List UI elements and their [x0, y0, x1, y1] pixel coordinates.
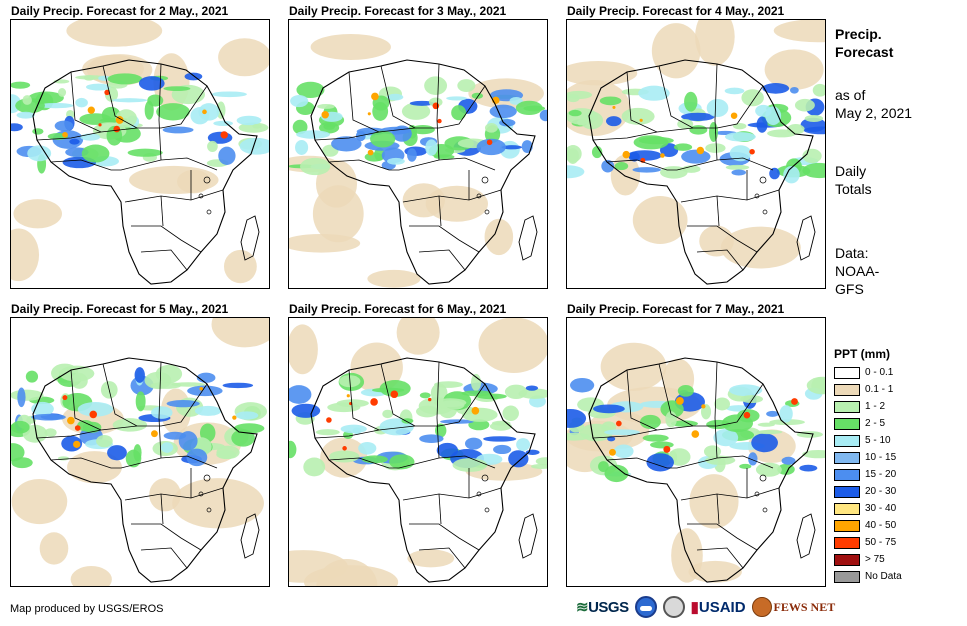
- legend-swatch: [834, 553, 860, 566]
- as-of-value: May 2, 2021: [835, 105, 913, 121]
- legend-swatch: [834, 383, 860, 396]
- legend-item: 10 - 15: [834, 450, 954, 465]
- daily-totals-label: Daily Totals: [835, 162, 872, 198]
- credit-text: Map produced by USGS/EROS: [10, 603, 164, 615]
- legend-label: 2 - 5: [865, 417, 886, 429]
- legend-swatch: [834, 536, 860, 549]
- data-source: Data: NOAA- GFS: [835, 244, 879, 298]
- agency-seal-icon: [662, 596, 685, 618]
- side-title-line2: Forecast: [835, 44, 894, 60]
- globe-icon: [751, 597, 772, 617]
- data-line3: GFS: [835, 281, 864, 297]
- legend-swatch: [834, 502, 860, 515]
- legend-label: No Data: [865, 570, 902, 582]
- precip-map: [288, 19, 548, 289]
- side-title-line1: Precip.: [835, 26, 882, 42]
- legend-swatch: [834, 570, 860, 583]
- africa-map-svg: [11, 20, 269, 285]
- legend-item: 30 - 40: [834, 501, 954, 516]
- legend-item: > 75: [834, 552, 954, 567]
- legend-item: 50 - 75: [834, 535, 954, 550]
- legend-swatch: [834, 451, 860, 464]
- panel-title: Daily Precip. Forecast for 7 May., 2021: [567, 302, 785, 316]
- precip-map: [288, 317, 548, 587]
- usaid-logo: ▮USAID: [690, 599, 746, 616]
- legend-label: 40 - 50: [865, 519, 897, 531]
- africa-map-svg: [11, 318, 269, 586]
- legend-label: 5 - 10: [865, 434, 891, 446]
- side-title: Precip. Forecast: [835, 25, 893, 61]
- legend-item: 0 - 0.1: [834, 365, 954, 380]
- legend-item: 5 - 10: [834, 433, 954, 448]
- forecast-panel-day1: Daily Precip. Forecast for 2 May., 2021: [10, 4, 272, 289]
- legend-item: No Data: [834, 569, 954, 584]
- forecast-panel-day5: Daily Precip. Forecast for 6 May., 2021: [288, 302, 550, 587]
- legend-swatch: [834, 417, 860, 430]
- panel-title: Daily Precip. Forecast for 3 May., 2021: [289, 4, 507, 18]
- legend-item: 1 - 2: [834, 399, 954, 414]
- forecast-panel-day3: Daily Precip. Forecast for 4 May., 2021: [566, 4, 828, 289]
- legend-item: 20 - 30: [834, 484, 954, 499]
- usgs-logo: ≋USGS: [576, 599, 629, 616]
- africa-map-svg: [289, 318, 547, 586]
- legend-item: 40 - 50: [834, 518, 954, 533]
- ppt-legend: PPT (mm) 0 - 0.1 0.1 - 1 1 - 2 2 - 5 5 - 10 1…: [834, 347, 954, 586]
- legend-swatch: [834, 400, 860, 413]
- forecast-panel-day2: Daily Precip. Forecast for 3 May., 2021: [288, 4, 550, 289]
- legend-label: 50 - 75: [865, 536, 897, 548]
- legend-item: 2 - 5: [834, 416, 954, 431]
- precip-map: [566, 19, 826, 289]
- forecast-panel-day6: Daily Precip. Forecast for 7 May., 2021: [566, 302, 828, 587]
- legend-label: 1 - 2: [865, 400, 886, 412]
- fews-net-logo: FEWS NET: [751, 597, 835, 617]
- precip-map: [10, 19, 270, 289]
- africa-map-svg: [289, 33, 547, 288]
- legend-swatch: [834, 366, 860, 379]
- panel-title: Daily Precip. Forecast for 5 May., 2021: [11, 302, 229, 316]
- legend-swatch: [834, 468, 860, 481]
- precip-map: [10, 317, 270, 587]
- africa-map-svg: [567, 342, 825, 583]
- legend-label: 0.1 - 1: [865, 383, 894, 395]
- data-line1: Data:: [835, 245, 869, 261]
- daily-line2: Totals: [835, 181, 872, 197]
- forecast-panel-day4: Daily Precip. Forecast for 5 May., 2021: [10, 302, 272, 587]
- data-line2: NOAA-: [835, 263, 880, 279]
- legend-label: 20 - 30: [865, 485, 897, 497]
- legend-swatch: [834, 434, 860, 447]
- panel-title: Daily Precip. Forecast for 6 May., 2021: [289, 302, 507, 316]
- africa-map-svg: [567, 20, 825, 285]
- legend-swatch: [834, 485, 860, 498]
- as-of-label: as of: [835, 87, 866, 103]
- legend-label: 10 - 15: [865, 451, 897, 463]
- panel-title: Daily Precip. Forecast for 2 May., 2021: [11, 4, 229, 18]
- panel-title: Daily Precip. Forecast for 4 May., 2021: [567, 4, 785, 18]
- partner-logos: ≋USGS ▮USAID FEWS NET: [576, 595, 835, 619]
- noaa-logo: [634, 596, 657, 618]
- legend-swatch: [834, 519, 860, 532]
- legend-title: PPT (mm): [834, 347, 891, 361]
- legend-item: 0.1 - 1: [834, 382, 954, 397]
- legend-label: 0 - 0.1: [865, 366, 894, 378]
- legend-item: 15 - 20: [834, 467, 954, 482]
- legend-label: > 75: [865, 553, 885, 565]
- legend-label: 30 - 40: [865, 502, 897, 514]
- legend-label: 15 - 20: [865, 468, 897, 480]
- as-of-date: as of May 2, 2021: [835, 86, 912, 122]
- precip-map: [566, 317, 826, 587]
- daily-line1: Daily: [835, 163, 867, 179]
